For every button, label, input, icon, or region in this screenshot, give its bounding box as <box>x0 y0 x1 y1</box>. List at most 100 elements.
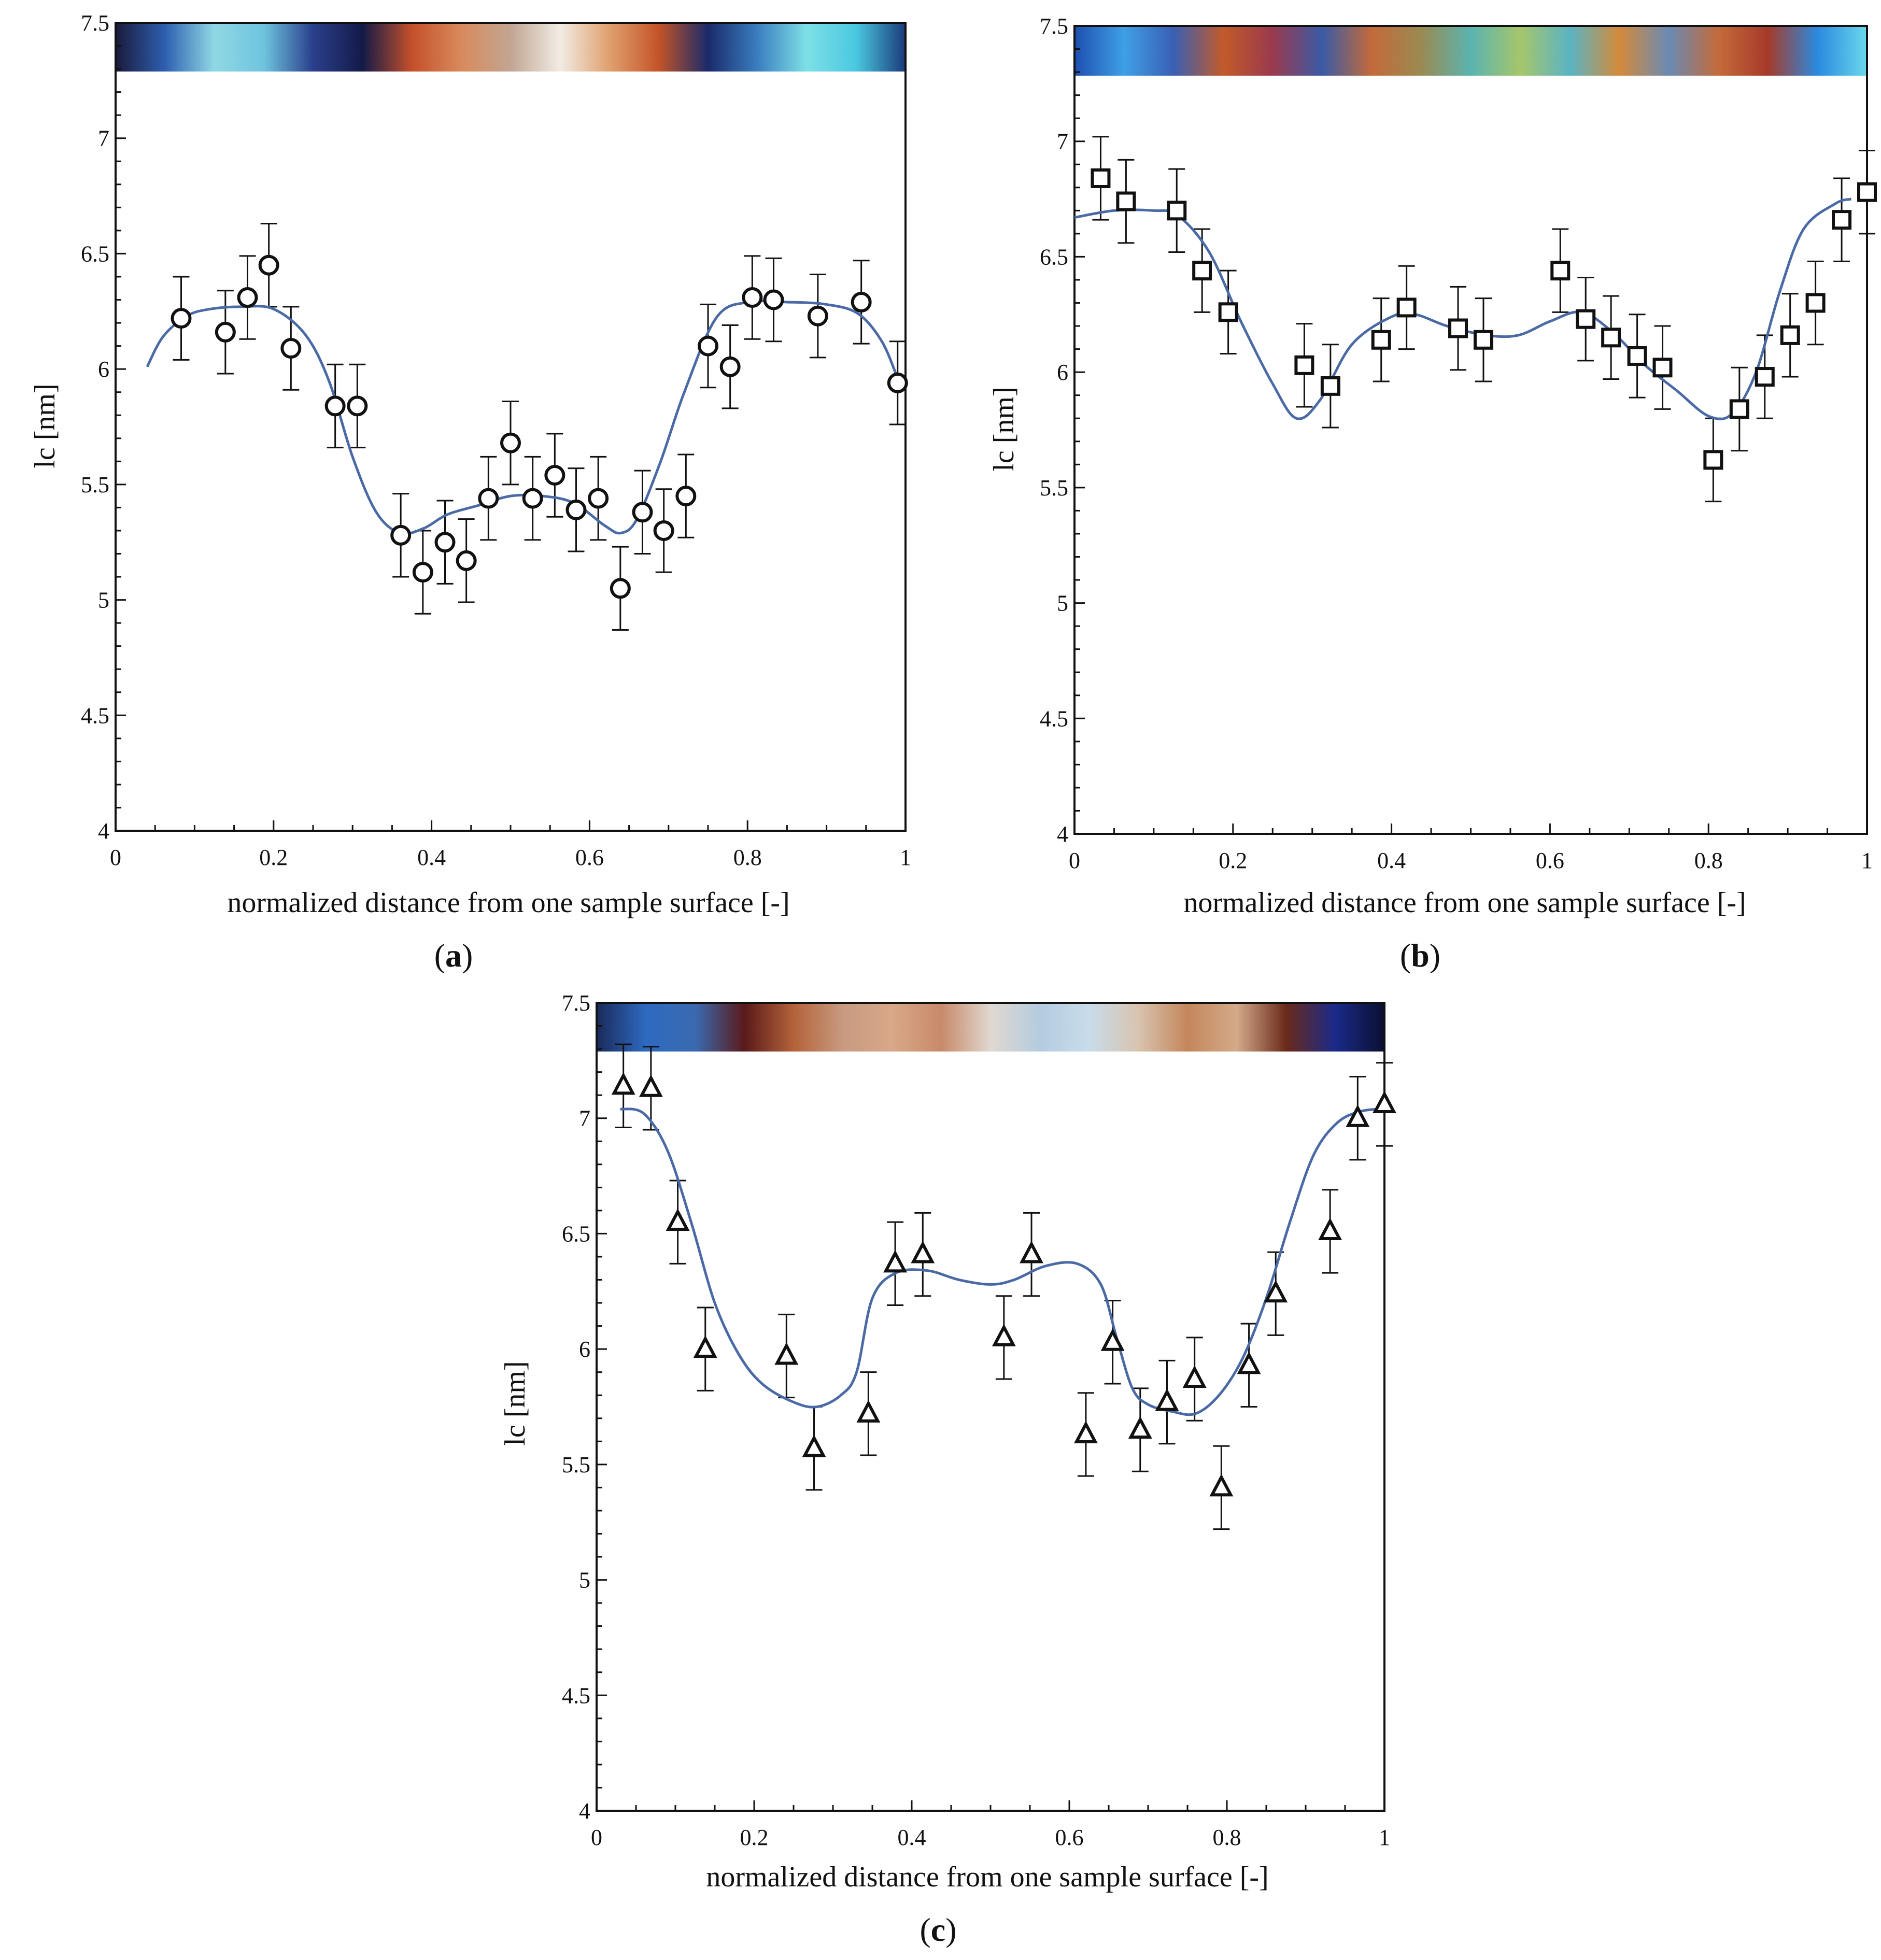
data-point-c <box>1020 1241 1044 1263</box>
y-tick-label-b: 5.5 <box>1040 475 1068 501</box>
y-tick-label-a: 7 <box>98 126 109 151</box>
data-point-a <box>807 305 828 326</box>
x-tick-label-a: 0.8 <box>733 845 762 870</box>
data-point-a <box>171 308 192 329</box>
plot-frame-c <box>596 1002 1385 1812</box>
data-point-a <box>478 488 499 509</box>
data-point-b <box>1805 293 1826 313</box>
data-point-b <box>1780 325 1800 345</box>
data-point-a <box>434 532 456 553</box>
y-tick-label-a: 6.5 <box>81 241 109 266</box>
x-tick-label-c: 0 <box>591 1825 602 1850</box>
data-point-b <box>1116 191 1136 211</box>
y-tick-label-c: 4 <box>579 1798 590 1824</box>
data-point-c <box>1128 1416 1152 1439</box>
x-tick-label-c: 0.8 <box>1213 1825 1241 1850</box>
data-point-b <box>1601 328 1621 348</box>
data-point-a <box>215 321 236 343</box>
panel-letter-c: c <box>931 1911 945 1948</box>
x-tick-label-b: 0.8 <box>1694 848 1723 873</box>
data-point-b <box>1832 210 1852 230</box>
panel-letter-b: b <box>1411 937 1430 974</box>
data-point-c <box>774 1342 799 1365</box>
data-point-c <box>802 1435 826 1457</box>
fit-curve-c <box>620 1107 1385 1416</box>
data-point-a <box>324 395 346 417</box>
data-point-c <box>693 1335 717 1358</box>
chart-panel-a: 4 4.5 5 5.5 6 6.5 7 7.5 0 0.2 0.4 0.6 0.8 1 normalize… <box>29 10 911 974</box>
y-tick-label-b: 5 <box>1057 591 1068 616</box>
data-point-b <box>1091 168 1111 188</box>
y-tick-label-a: 6 <box>98 357 109 382</box>
data-point-a <box>522 488 543 509</box>
y-tick-label-b: 6 <box>1057 360 1068 385</box>
data-point-a <box>280 338 302 359</box>
x-tick-label-a: 0 <box>110 845 121 870</box>
data-point-b <box>1448 318 1468 338</box>
data-point-b <box>1192 261 1212 281</box>
plot-area-a: 4 4.5 5 5.5 6 6.5 7 7.5 0 0.2 0.4 0.6 0.8 1 <box>81 10 911 870</box>
data-point-c <box>1100 1328 1125 1351</box>
panel-label-c: (c) <box>920 1911 956 1948</box>
data-point-a <box>763 289 784 310</box>
y-tick-label-c: 5 <box>579 1568 590 1593</box>
data-point-b <box>1627 346 1647 366</box>
data-point-a <box>258 254 279 276</box>
data-point-a <box>588 488 609 509</box>
x-tick-label-a: 0.4 <box>417 845 446 870</box>
data-point-c <box>639 1074 663 1097</box>
y-axis-title-a: lc [nm] <box>29 384 61 468</box>
data-point-b <box>1652 358 1673 378</box>
plot-frame-b <box>1073 25 1868 835</box>
x-tick-label-b: 0.4 <box>1377 848 1406 873</box>
x-tick-label-c: 0.6 <box>1055 1825 1084 1850</box>
data-point-c <box>1155 1388 1179 1411</box>
data-point-a <box>412 562 433 583</box>
data-point-c <box>1318 1217 1342 1240</box>
y-tick-label-b: 7 <box>1057 129 1068 154</box>
data-point-a <box>698 335 718 357</box>
data-point-b <box>1576 309 1596 329</box>
y-tick-label-a: 4.5 <box>81 703 109 728</box>
data-point-a <box>347 395 368 417</box>
data-point-a <box>565 499 587 520</box>
x-tick-label-c: 1 <box>1379 1825 1390 1850</box>
data-point-a <box>390 524 412 546</box>
data-point-b <box>1473 330 1493 350</box>
x-tick-label-b: 0.6 <box>1536 848 1564 873</box>
y-tick-label-a: 5 <box>98 588 109 613</box>
data-point-c <box>1264 1280 1288 1303</box>
data-point-b <box>1703 450 1723 470</box>
data-point-a <box>653 520 674 541</box>
y-tick-label-a: 4 <box>98 818 109 844</box>
x-tick-label-c: 0.4 <box>898 1825 926 1850</box>
y-axis-title-c: lc [nm] <box>499 1361 531 1445</box>
x-axis-title-c: normalized distance from one sample surf… <box>706 1861 1268 1893</box>
plot-area-c: 4 4.5 5 5.5 6 6.5 7 7.5 0 0.2 0.4 0.6 0.8 1 <box>562 990 1396 1850</box>
data-point-b <box>1396 297 1417 318</box>
data-point-c <box>666 1208 690 1231</box>
data-point-b <box>1294 355 1314 375</box>
y-tick-label-c: 6 <box>579 1337 590 1362</box>
x-tick-label-b: 0.2 <box>1219 848 1247 873</box>
data-point-a <box>719 356 741 377</box>
y-tick-label-c: 6.5 <box>562 1221 590 1246</box>
x-tick-label-a: 0.2 <box>259 845 288 870</box>
y-tick-label-b: 4.5 <box>1040 706 1068 731</box>
data-point-c <box>1237 1351 1261 1374</box>
chart-panel-c: 4 4.5 5 5.5 6 6.5 7 7.5 0 0.2 0.4 0.6 0.8 1 normalize… <box>499 990 1396 1948</box>
panel-label-b: (b) <box>1400 937 1440 974</box>
y-tick-label-b: 7.5 <box>1040 13 1068 39</box>
data-point-a <box>851 291 872 313</box>
y-tick-label-b: 6.5 <box>1040 244 1068 269</box>
data-point-a <box>500 432 521 453</box>
data-point-a <box>544 465 565 486</box>
x-axis-title-a: normalized distance from one sample surf… <box>227 887 789 919</box>
x-tick-label-c: 0.2 <box>740 1825 769 1850</box>
data-point-b <box>1857 182 1877 202</box>
x-axis-title-b: normalized distance from one sample surf… <box>1183 887 1746 919</box>
data-point-c <box>883 1249 908 1273</box>
fit-curve-b <box>1074 197 1852 421</box>
data-point-c <box>1209 1473 1234 1497</box>
